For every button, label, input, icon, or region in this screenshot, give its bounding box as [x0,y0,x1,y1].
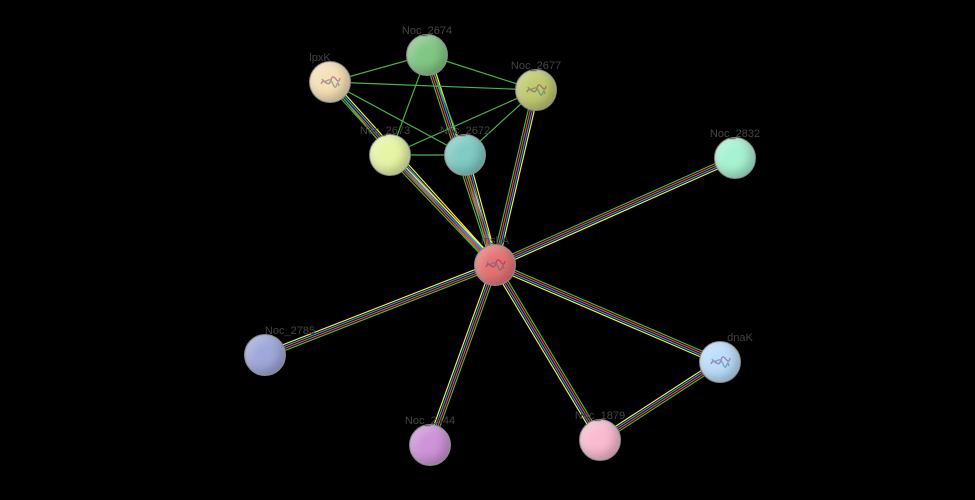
edge [492,267,597,442]
network-node-Noc_2644[interactable] [409,424,451,466]
edge [492,89,533,264]
edge [498,91,539,266]
network-node-dnaK[interactable] [699,341,741,383]
network-node-Noc_2672[interactable] [444,134,486,176]
edge [429,265,494,445]
network-node-Noc_2785[interactable] [244,334,286,376]
network-canvas: msbA lpxKNoc_2674 Noc_2677Noc_2673Noc_26… [0,0,975,500]
edge [431,265,496,445]
edge [495,159,735,266]
edge [266,268,496,358]
edge [392,153,497,263]
edge [496,161,736,268]
edge [264,262,494,352]
edge [495,264,720,361]
edge [496,262,721,359]
edge [494,266,599,441]
edge [265,266,495,356]
structure-icon [708,350,732,374]
edge [495,157,735,264]
edge [433,266,498,446]
network-node-Noc_1879[interactable] [579,419,621,461]
structure-icon [318,70,342,94]
edge [265,264,495,354]
edge [496,90,537,265]
edge [494,90,535,265]
network-node-Noc_2673[interactable] [369,134,411,176]
network-node-lpxK[interactable] [309,61,351,103]
network-node-msbA[interactable] [474,244,516,286]
edge [494,155,734,262]
structure-icon [524,78,548,102]
network-node-Noc_2677[interactable] [515,69,557,111]
network-node-Noc_2832[interactable] [714,137,756,179]
network-node-Noc_2674[interactable] [406,34,448,76]
structure-icon [483,253,507,277]
